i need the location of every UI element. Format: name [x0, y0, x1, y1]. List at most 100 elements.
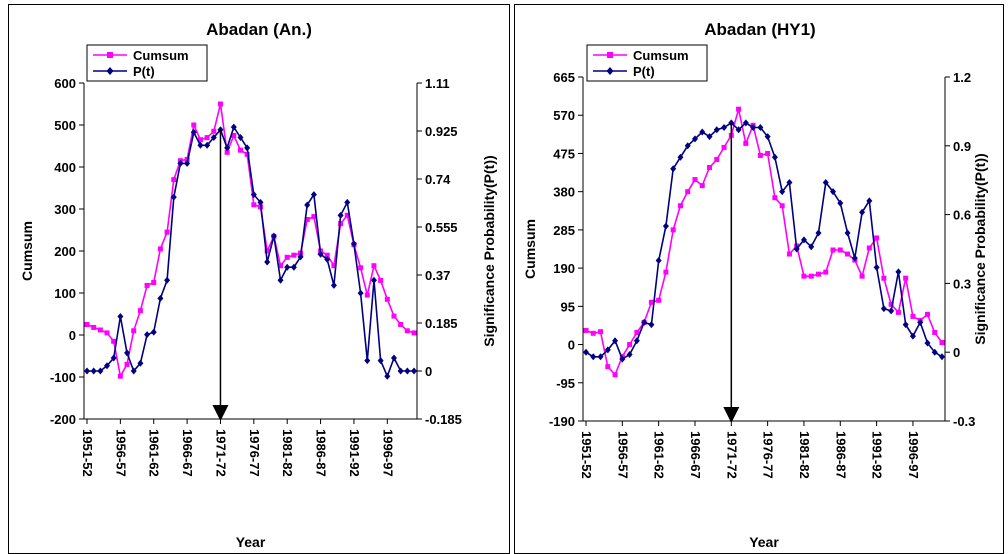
y2-axis-label: Significance Probability(P(t)) [972, 153, 988, 344]
pt-point [590, 353, 597, 361]
cumsum-point [111, 338, 117, 344]
x-tick-label: 1986-87 [314, 429, 329, 477]
y2-tick-label: 0.555 [425, 220, 458, 235]
pt-point [648, 321, 655, 329]
pt-point [270, 232, 277, 240]
cumsum-point [117, 373, 123, 379]
y-tick-label: 285 [553, 223, 575, 238]
series-line-cumsum [86, 103, 415, 379]
cumsum-point [411, 330, 417, 336]
pt-point [370, 276, 377, 284]
y-tick-label: 665 [553, 70, 575, 85]
y-axis-label: Cumsum [19, 221, 35, 281]
cumsum-point [859, 273, 865, 279]
cumsum-point [692, 177, 698, 183]
pt-point [830, 188, 837, 196]
pt-point [177, 159, 184, 167]
pt-point [284, 263, 291, 271]
y2-tick-label: -0.185 [425, 412, 462, 427]
cumsum-point [634, 329, 640, 335]
pt-point [633, 337, 640, 345]
pt-point [224, 144, 231, 152]
pt-point [917, 318, 924, 326]
cumsum-point [217, 101, 223, 107]
pt-point [237, 133, 244, 141]
cumsum-point [371, 263, 377, 269]
y2-tick-label: 0 [425, 364, 432, 379]
pt-point [844, 229, 851, 237]
cumsum-point [837, 247, 843, 253]
cumsum-point [699, 183, 705, 189]
pt-point [808, 243, 815, 251]
y-tick-label: 600 [54, 76, 76, 91]
cumsum-point [736, 106, 742, 112]
pt-point [859, 208, 866, 216]
x-tick-label: 1956-57 [113, 429, 128, 477]
chart-panel-hy1: Abadan (HY1) 665 570 475 380 285 190 95 0 -95 -190… [514, 4, 1004, 554]
y-tick-label: 380 [553, 185, 575, 200]
pt-point [264, 258, 271, 266]
cumsum-point [924, 311, 930, 317]
cumsum-point [404, 328, 410, 334]
pt-point [713, 126, 720, 134]
x-tick-label: 1981-82 [280, 429, 295, 477]
chart-panel-annual: Abadan (An.) 600 500 400 300 200 100 0 -100 -200 1… [8, 4, 510, 554]
cumsum-point [331, 263, 337, 269]
pt-point [742, 119, 749, 127]
pt-point [800, 236, 807, 244]
pt-point [377, 357, 384, 365]
cumsum-point [104, 330, 110, 336]
cumsum-point [801, 273, 807, 279]
pt-point [771, 153, 778, 161]
y-tick-label: -95 [556, 376, 575, 391]
pt-point [110, 354, 117, 362]
y-tick-label: -200 [50, 412, 76, 427]
cumsum-point [845, 251, 851, 257]
series-line-pt [585, 121, 943, 361]
pt-point [641, 318, 648, 326]
pt-point [184, 159, 191, 167]
y2-tick-label: 0 [953, 345, 960, 360]
pt-point [130, 367, 137, 375]
pt-point [604, 346, 611, 354]
x-tick-label: 1951-52 [80, 429, 95, 477]
cumsum-point [358, 265, 364, 271]
y2-tick-label: 0.9 [953, 139, 971, 154]
pt-point [902, 321, 909, 329]
pt-point [779, 188, 786, 196]
cumsum-point [881, 275, 887, 281]
pt-point [144, 331, 151, 339]
cumsum-point [815, 271, 821, 277]
y-tick-label: -190 [549, 414, 575, 429]
pt-point [137, 359, 144, 367]
cumsum-point [264, 248, 270, 254]
change-point-arrowhead [723, 407, 740, 423]
cumsum-point [714, 156, 720, 162]
series-line-pt [87, 125, 414, 379]
legend-label: P(t) [133, 64, 155, 79]
y-tick-label: -100 [50, 370, 76, 385]
pt-point [786, 178, 793, 186]
cumsum-point [291, 252, 297, 258]
x-tick-label: 1961-62 [652, 431, 667, 479]
pt-point [197, 141, 204, 149]
pt-point [277, 276, 284, 284]
cumsum-point [324, 252, 330, 258]
pt-point [324, 255, 331, 263]
pt-point [257, 198, 264, 206]
cumsum-point [124, 361, 130, 367]
cumsum-point [197, 137, 203, 143]
cumsum-point [391, 313, 397, 319]
cumsum-point [707, 165, 713, 171]
y-tick-label: 0 [69, 328, 76, 343]
cumsum-point [757, 152, 763, 158]
cumsum-point [598, 329, 604, 335]
cumsum-point [378, 277, 384, 283]
pt-point [350, 240, 357, 248]
cumsum-point [685, 189, 691, 195]
cumsum-point [583, 327, 589, 333]
cumsum-point [164, 229, 170, 235]
legend-label: P(t) [633, 64, 655, 79]
pt-point [217, 126, 224, 134]
